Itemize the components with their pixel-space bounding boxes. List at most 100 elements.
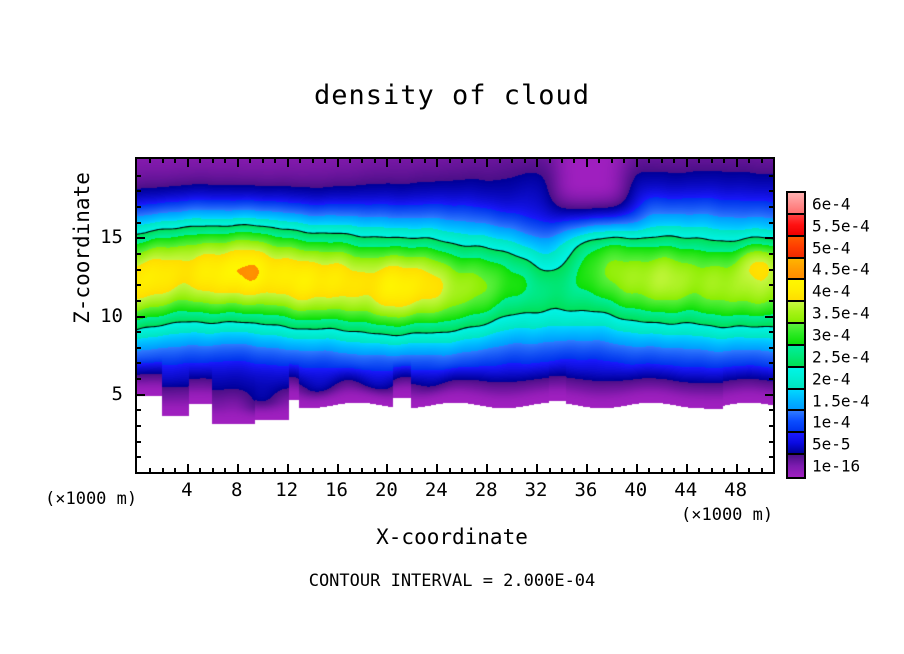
x-tick-label-48: 48 — [724, 479, 748, 501]
x-tick-9 — [249, 468, 252, 473]
colorbar-swatch-4[interactable] — [788, 280, 804, 303]
x-tick-top-34 — [561, 158, 563, 163]
z-tick-9 — [136, 331, 141, 334]
colorbar-label-12: 1e-16 — [812, 456, 861, 476]
x-axis-unit-label: (×1000 m) — [681, 505, 774, 525]
x-tick-label-24: 24 — [424, 479, 448, 501]
x-tick-19 — [373, 468, 376, 473]
x-tick-top-12 — [286, 158, 289, 167]
x-tick-top-13 — [299, 158, 302, 163]
x-tick-top-48 — [735, 158, 738, 167]
colorbar-swatch-6[interactable] — [788, 324, 804, 346]
x-tick-top-10 — [261, 158, 264, 163]
z-tick-right-13 — [769, 268, 774, 271]
colorbar-swatch-9[interactable] — [788, 389, 804, 412]
z-tick-right-11 — [769, 299, 774, 302]
x-tick-top-9 — [249, 158, 252, 163]
z-tick-10 — [136, 315, 145, 318]
x-tick-41 — [648, 468, 651, 473]
z-tick-16 — [136, 221, 141, 224]
colorbar-swatch-10[interactable] — [788, 411, 804, 434]
x-tick-40 — [635, 464, 638, 473]
colorbar-swatch-11[interactable] — [788, 433, 804, 456]
colorbar-swatch-7[interactable] — [788, 345, 804, 368]
x-tick-label-8: 8 — [231, 479, 243, 501]
z-tick-right-7 — [769, 362, 774, 365]
colorbar-label-3: 4.5e-4 — [812, 259, 870, 279]
x-tick-39 — [623, 468, 626, 473]
x-tick-top-46 — [710, 158, 713, 163]
x-tick-35 — [573, 468, 576, 473]
x-tick-top-44 — [685, 158, 688, 167]
x-tick-46 — [710, 468, 713, 473]
x-tick-26 — [461, 468, 464, 473]
x-tick-34 — [561, 468, 563, 473]
z-tick-right-10 — [765, 315, 774, 318]
colorbar-label-9: 1.5e-4 — [812, 391, 870, 411]
x-tick-14 — [311, 468, 314, 473]
z-tick-6 — [136, 378, 141, 381]
z-tick-right-4 — [769, 409, 774, 412]
x-tick-top-23 — [423, 158, 426, 163]
colorbar-label-10: 1e-4 — [812, 412, 851, 432]
x-tick-15 — [324, 468, 327, 473]
x-tick-3 — [174, 468, 177, 473]
x-tick-top-8 — [236, 158, 239, 167]
x-tick-42 — [660, 468, 663, 473]
x-tick-top-26 — [461, 158, 464, 163]
colorbar[interactable] — [786, 191, 806, 479]
colorbar-label-2: 5e-4 — [812, 238, 851, 258]
chart-title: density of cloud — [313, 80, 591, 111]
z-tick-18 — [136, 190, 141, 193]
colorbar-label-0: 6e-4 — [812, 194, 851, 214]
x-tick-17 — [349, 468, 351, 473]
x-tick-12 — [286, 464, 289, 473]
x-tick-8 — [236, 464, 239, 473]
x-tick-label-32: 32 — [524, 479, 548, 501]
colorbar-swatch-8[interactable] — [788, 367, 804, 390]
x-tick-29 — [498, 468, 501, 473]
colorbar-swatch-12[interactable] — [788, 455, 804, 477]
x-tick-43 — [673, 468, 676, 473]
x-tick-11 — [274, 468, 277, 473]
x-tick-top-17 — [349, 158, 351, 163]
x-tick-top-41 — [648, 158, 651, 163]
x-tick-top-4 — [186, 158, 189, 167]
z-tick-right-8 — [769, 346, 774, 349]
z-tick-right-16 — [769, 221, 774, 224]
x-tick-top-47 — [723, 158, 726, 163]
x-tick-13 — [299, 468, 302, 473]
x-tick-31 — [523, 468, 526, 473]
x-tick-top-42 — [660, 158, 663, 163]
z-tick-right-18 — [769, 190, 774, 193]
x-tick-top-38 — [610, 158, 613, 163]
x-tick-48 — [735, 464, 738, 473]
colorbar-swatch-0[interactable] — [788, 193, 804, 215]
x-tick-top-28 — [486, 158, 489, 167]
colorbar-label-8: 2e-4 — [812, 369, 851, 389]
x-tick-36 — [585, 464, 588, 473]
z-tick-12 — [136, 284, 141, 287]
x-tick-22 — [411, 468, 414, 473]
x-tick-top-24 — [436, 158, 439, 167]
x-tick-38 — [610, 468, 613, 473]
colorbar-label-5: 3.5e-4 — [812, 303, 870, 323]
x-tick-top-6 — [211, 158, 214, 163]
colorbar-label-11: 5e-5 — [812, 434, 851, 454]
x-tick-top-45 — [698, 158, 701, 163]
z-tick-13 — [136, 268, 141, 271]
z-tick-right-6 — [769, 378, 774, 381]
x-tick-top-49 — [748, 158, 751, 163]
colorbar-swatch-5[interactable] — [788, 302, 804, 325]
colorbar-swatch-3[interactable] — [788, 258, 804, 281]
x-tick-top-1 — [149, 158, 152, 163]
x-tick-label-4: 4 — [181, 479, 193, 501]
colorbar-swatch-2[interactable] — [788, 236, 804, 259]
x-tick-27 — [473, 468, 476, 473]
z-tick-label-10: 10 — [100, 304, 123, 327]
z-tick-right-17 — [769, 205, 774, 208]
z-tick-5 — [136, 393, 145, 396]
colorbar-swatch-1[interactable] — [788, 214, 804, 237]
x-tick-top-40 — [635, 158, 638, 167]
x-tick-top-7 — [224, 158, 227, 163]
